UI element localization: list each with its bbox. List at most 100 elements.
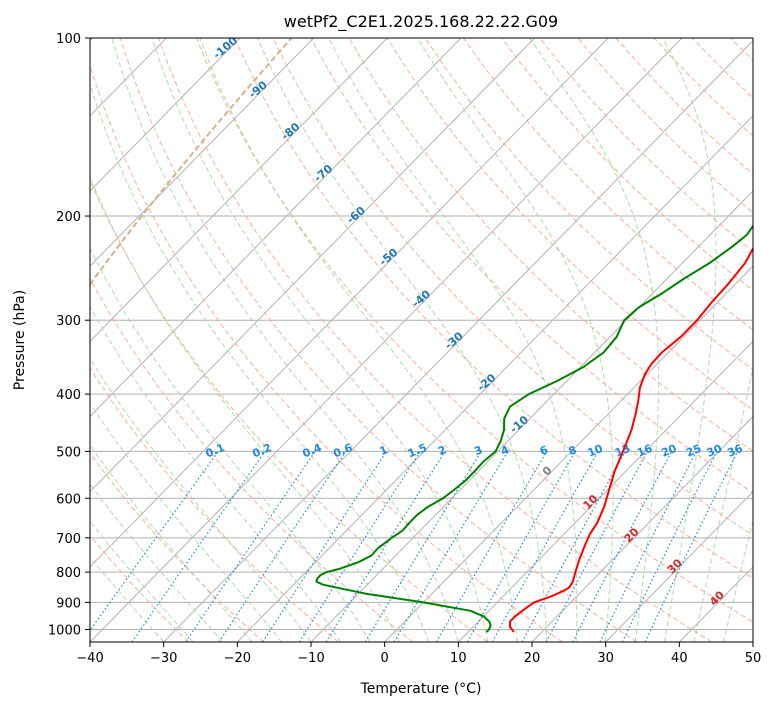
moist-adiabat-line (328, 38, 578, 642)
y-tick-label: 900 (56, 596, 81, 611)
y-axis-label: Pressure (hPa) (12, 290, 28, 390)
mixing-ratio-label: 36 (726, 442, 745, 460)
isotherm-line (90, 38, 388, 343)
moist-adiabat-line (90, 305, 341, 642)
isotherm-line (531, 415, 753, 642)
chart-title: wetPf2_C2E1.2025.168.22.22.G09 (284, 12, 558, 32)
background-lines (90, 38, 753, 642)
x-tick-label: −10 (297, 651, 324, 666)
dry-adiabat-line (90, 63, 563, 642)
mixing-ratio-line (599, 451, 697, 642)
moist-adiabat-line (151, 38, 489, 642)
y-tick-label: 800 (56, 566, 81, 581)
dry-adiabat-line (90, 277, 414, 642)
isotherm-line (90, 38, 683, 642)
y-tick-label: 400 (56, 388, 81, 403)
moist-adiabat-line (257, 38, 548, 642)
isotherm-line (163, 39, 753, 642)
x-tick-label: 20 (524, 651, 541, 666)
x-tick-label: 40 (671, 651, 688, 666)
dry-adiabat-line (90, 534, 190, 642)
dry-adiabat-line (501, 38, 753, 291)
moist-adiabat-line (90, 444, 253, 642)
x-tick-label: 10 (450, 651, 467, 666)
mixing-ratio-label: 8 (567, 443, 579, 458)
mixing-ratio-line (621, 451, 718, 642)
moist-adiabat-line (90, 402, 282, 642)
x-axis: −40 −30 −20 −10 0 10 20 30 40 50 (76, 642, 761, 666)
moist-adiabat-line (90, 82, 430, 642)
moist-adiabat-line (90, 483, 224, 642)
mixing-ratio-line (131, 451, 266, 642)
mixing-ratio-label: 25 (684, 442, 703, 460)
mixing-ratio-line (364, 451, 482, 642)
x-tick-label: 30 (597, 651, 614, 666)
dry-adiabat-line (119, 38, 638, 642)
profiles (315, 224, 753, 633)
mixing-ratio-line (466, 451, 576, 642)
isotherm-line (236, 115, 753, 642)
x-tick-label: −40 (76, 651, 103, 666)
temperature-profile (509, 246, 753, 633)
mixing-ratio-line (218, 451, 347, 642)
y-tick-label: 600 (56, 492, 81, 507)
mixing-ratio-label: 30 (705, 442, 724, 460)
isotherm-line (90, 38, 535, 493)
isotherm-line (90, 38, 462, 418)
y-tick-label: 200 (56, 210, 81, 225)
dewpoint-profile (315, 224, 753, 633)
dry-adiabat-line (90, 367, 339, 642)
y-tick-label: 300 (56, 314, 81, 329)
mixing-ratio-label: 20 (659, 442, 678, 460)
moist-adiabat-line (90, 356, 312, 642)
isotherm-line (90, 38, 241, 192)
moist-adiabat-line (662, 38, 717, 642)
moist-adiabat-line (111, 38, 459, 642)
dry-adiabat-line (234, 38, 753, 579)
mixing-ratio-line (298, 451, 421, 642)
y-tick-label: 700 (56, 532, 81, 547)
dry-adiabat-line (386, 38, 753, 411)
mixing-ratio-label: 10 (586, 442, 605, 460)
mixing-ratio-label: 2 (436, 443, 448, 458)
moist-adiabat-line (199, 38, 518, 642)
isotherm-line (384, 265, 753, 642)
moist-adiabat-line (417, 38, 614, 642)
y-tick-label: 500 (56, 445, 81, 460)
mixing-ratio-label: 16 (635, 442, 654, 460)
dry-adiabat-line (272, 38, 753, 536)
moist-adiabat-line (90, 175, 400, 642)
mixing-ratio-label: 3 (472, 443, 484, 458)
isotherm-line (457, 340, 753, 642)
plot-frame (89, 37, 754, 643)
y-axis: 100 200 300 400 500 600 700 800 900 1000 (48, 32, 90, 638)
y-tick-label: 100 (56, 32, 81, 47)
moist-adiabat-line (90, 555, 165, 642)
dry-adiabat-line (157, 38, 712, 642)
moist-adiabat-line (90, 520, 194, 642)
y-tick-label: 1000 (48, 623, 81, 638)
x-tick-label: 50 (745, 651, 762, 666)
mixing-ratio-line (521, 451, 626, 642)
isotherm-line (90, 38, 609, 568)
x-tick-label: −20 (224, 651, 251, 666)
mixing-ratio-line (491, 451, 599, 642)
mixing-ratio-label: 1 (378, 443, 390, 458)
isotherm-line (605, 490, 753, 642)
x-tick-label: −30 (150, 651, 177, 666)
mixing-ratio-line (185, 451, 316, 642)
moist-adiabat-line (90, 246, 371, 642)
moist-adiabat-line (529, 38, 660, 642)
mixing-ratio-line (90, 451, 219, 632)
lcl-curve (90, 38, 293, 287)
dry-adiabat-line (196, 38, 753, 623)
isotherm-line (310, 190, 753, 642)
x-tick-label: 0 (381, 651, 389, 666)
mixing-ratio-line (262, 451, 388, 642)
x-axis-label: Temperature (°C) (360, 681, 482, 697)
isotherm-line (90, 38, 314, 267)
moist-adiabat-line (722, 518, 753, 642)
moist-adiabat-line (693, 364, 753, 642)
